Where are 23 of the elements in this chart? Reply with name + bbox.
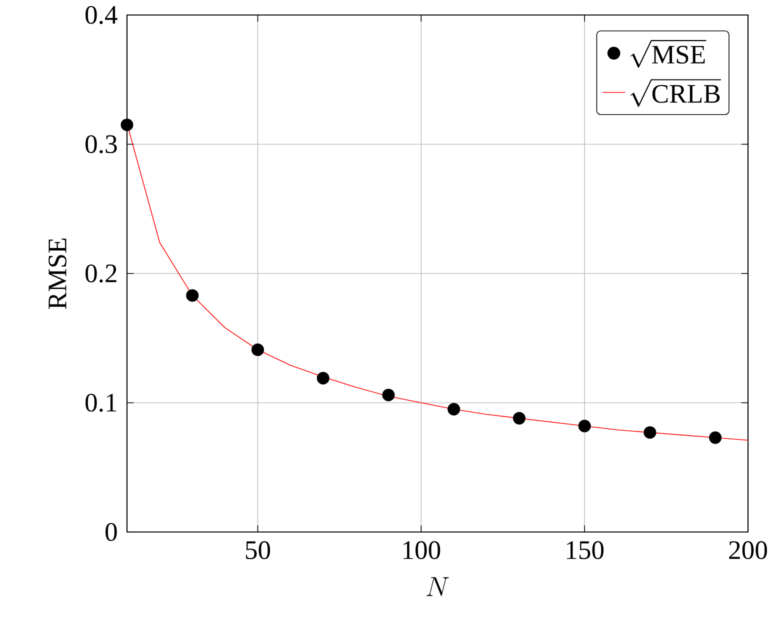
point bbox=[709, 431, 722, 444]
x-tick-label: 100 bbox=[404, 541, 440, 560]
y-tick-label: 0 bbox=[106, 523, 117, 541]
point bbox=[186, 289, 199, 302]
y-tick-label: 0.1 bbox=[86, 394, 116, 412]
y-tick-label: 0.2 bbox=[86, 264, 116, 283]
y-axis-title: RMSE bbox=[48, 238, 66, 310]
x-tick-label: 50 bbox=[246, 541, 270, 560]
legend-label: $\sqrt{\mathrm{MSE}}$ bbox=[630, 40, 706, 68]
point bbox=[251, 343, 264, 356]
point bbox=[578, 420, 591, 432]
point bbox=[644, 426, 656, 439]
point bbox=[382, 388, 395, 402]
point bbox=[316, 372, 330, 384]
legend-label: $\sqrt{\mathrm{CRLB}}$ bbox=[630, 79, 721, 107]
point bbox=[512, 412, 526, 425]
y-tick-label: 0.3 bbox=[86, 135, 117, 154]
x-tick-label: 200 bbox=[729, 541, 767, 560]
x-axis-title: $N$ bbox=[426, 577, 449, 596]
point bbox=[448, 402, 460, 416]
y-tick-label: 0.4 bbox=[86, 6, 118, 24]
point bbox=[120, 118, 134, 132]
x-tick-label: 150 bbox=[566, 541, 604, 560]
